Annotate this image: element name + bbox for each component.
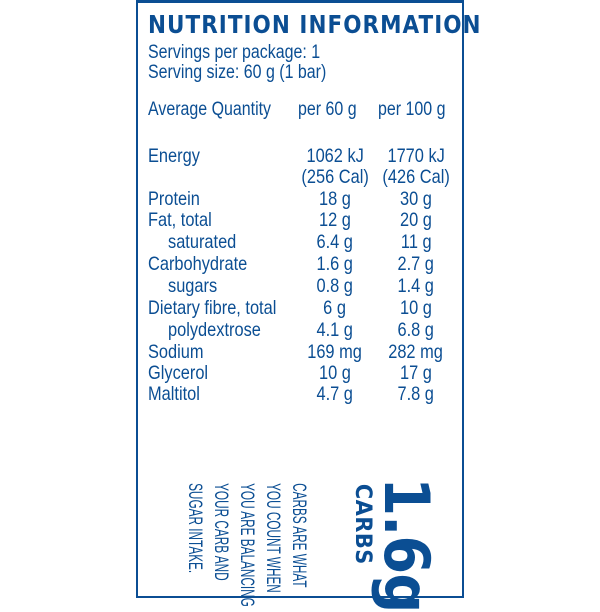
table-row-dietary-fibre: Dietary fibre, total 6 g 10 g — [138, 297, 462, 319]
row-value-per-100g: 20 g — [400, 209, 432, 231]
row-value-per-serving: 12 g — [319, 209, 351, 231]
column-header-per-100g: per 100 g — [378, 99, 446, 120]
row-value-per-serving: 4.7 g — [316, 383, 354, 405]
row-value-per-serving: 6.4 g — [316, 231, 354, 253]
serving-size: Serving size: 60 g (1 bar) — [148, 62, 327, 83]
tagline-line: CARBS ARE WHAT — [288, 483, 309, 588]
row-label: Dietary fibre, total — [148, 297, 277, 319]
carbs-unit-label: CARBS — [350, 483, 375, 565]
panel-title: NUTRITION INFORMATION — [148, 10, 482, 39]
row-value-per-100g: 11 g — [400, 231, 432, 253]
nutrition-panel: NUTRITION INFORMATION Servings per packa… — [136, 0, 481, 598]
tagline-line: YOUR CARB AND — [210, 483, 231, 581]
row-value-per-100g: 1.4 g — [397, 275, 435, 297]
carbs-big-value: 1.6g — [370, 477, 443, 612]
table-row-energy: Energy 1062 kJ 1770 kJ — [138, 145, 462, 167]
row-label: Glycerol — [148, 362, 209, 384]
row-label: Maltitol — [148, 383, 200, 405]
row-value-per-100g: 7.8 g — [397, 383, 435, 405]
table-row-maltitol: Maltitol 4.7 g 7.8 g — [138, 383, 462, 405]
carbs-tagline: CARBS ARE WHAT YOU COUNT WHEN YOU ARE BA… — [181, 458, 311, 607]
table-row-sodium: Sodium 169 mg 282 mg — [138, 341, 462, 363]
row-label: sugars — [168, 275, 218, 297]
column-header-per-serving: per 60 g — [298, 99, 357, 120]
row-label: Protein — [148, 188, 200, 210]
row-label: polydextrose — [168, 319, 261, 341]
table-row-polydextrose: polydextrose 4.1 g 6.8 g — [138, 319, 462, 341]
row-value-per-serving: 6 g — [323, 297, 347, 319]
row-value-per-serving: 169 mg — [307, 341, 363, 363]
table-row-protein: Protein 18 g 30 g — [138, 188, 462, 210]
row-value-per-serving: 1062 kJ — [306, 145, 364, 167]
row-label: saturated — [168, 231, 237, 253]
table-row-saturated: saturated 6.4 g 11 g — [138, 231, 462, 253]
tagline-line: SUGAR INTAKE. — [184, 483, 205, 574]
table-row-glycerol: Glycerol 10 g 17 g — [138, 362, 462, 384]
tagline-line: YOU ARE BALANCING — [236, 483, 257, 607]
column-header-quantity: Average Quantity — [148, 99, 272, 120]
tagline-line: YOU COUNT WHEN — [262, 483, 283, 593]
row-value-per-serving: (256 Cal) — [301, 166, 369, 188]
row-value-per-100g: 17 g — [400, 362, 432, 384]
row-value-per-serving: 1.6 g — [316, 253, 354, 275]
row-value-per-100g: 6.8 g — [397, 319, 435, 341]
row-value-per-100g: 30 g — [400, 188, 432, 210]
row-value-per-100g: 10 g — [400, 297, 432, 319]
row-label: Carbohydrate — [148, 253, 248, 275]
row-label: Fat, total — [148, 209, 212, 231]
row-label: Sodium — [148, 341, 204, 363]
table-row-fat-total: Fat, total 12 g 20 g — [138, 209, 462, 231]
row-value-per-serving: 4.1 g — [316, 319, 354, 341]
row-value-per-100g: (426 Cal) — [382, 166, 450, 188]
servings-per-package: Servings per package: 1 — [148, 42, 321, 63]
row-value-per-100g: 1770 kJ — [387, 145, 445, 167]
row-value-per-serving: 18 g — [319, 188, 351, 210]
row-value-per-100g: 2.7 g — [397, 253, 435, 275]
table-row-energy-cal: (256 Cal) (426 Cal) — [138, 166, 462, 188]
table-row-carbohydrate: Carbohydrate 1.6 g 2.7 g — [138, 253, 462, 275]
row-label: Energy — [148, 145, 200, 167]
table-row-sugars: sugars 0.8 g 1.4 g — [138, 275, 462, 297]
row-value-per-serving: 0.8 g — [316, 275, 354, 297]
row-value-per-serving: 10 g — [319, 362, 351, 384]
row-value-per-100g: 282 mg — [388, 341, 444, 363]
